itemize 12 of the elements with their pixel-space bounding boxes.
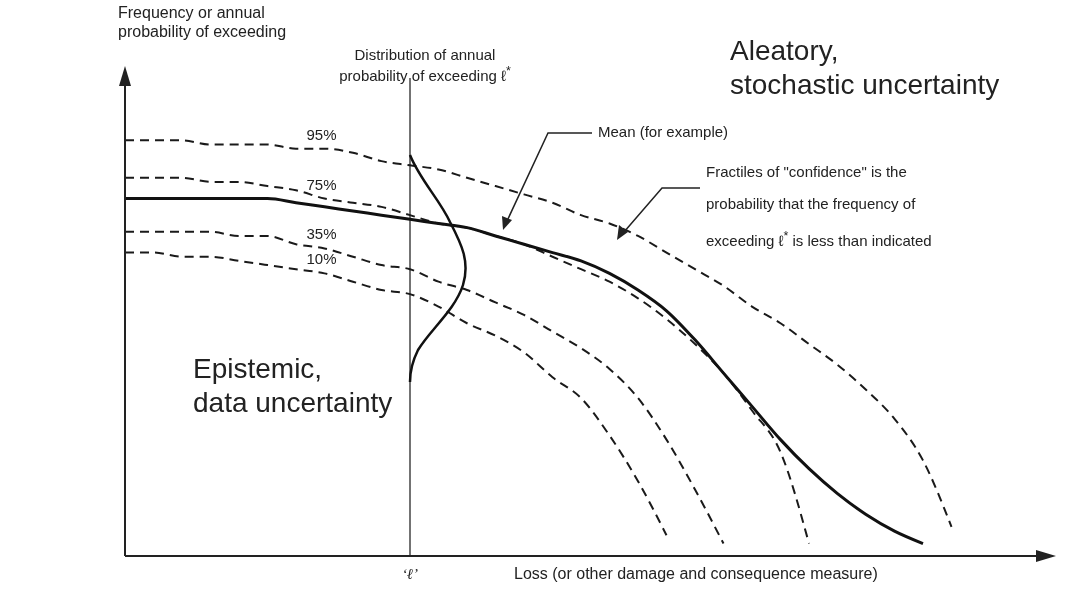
text: Aleatory, stochastic uncertainty [730, 34, 1001, 102]
series-label: 95% [306, 125, 337, 143]
text: Fractiles of "confidence" is the probability that the frequency of exceeding ℓ$^{*}$ is less than indicated [706, 163, 932, 249]
series-label: 75% [306, 175, 337, 193]
series-label: 35% [306, 225, 337, 243]
text: Frequency or annual probability of exceeding [118, 3, 288, 42]
series-label: 10% [306, 250, 337, 268]
annotation: Epistemic, data uncertainty [193, 352, 394, 420]
text: Mean (for example) [598, 123, 730, 141]
text: Distribution of annual probability of exceeding ℓ$^{*}$ [338, 46, 512, 85]
x-axis-title: Loss (or other damage and consequence measure) [514, 564, 879, 584]
text: ‘ℓ’ [401, 565, 419, 582]
